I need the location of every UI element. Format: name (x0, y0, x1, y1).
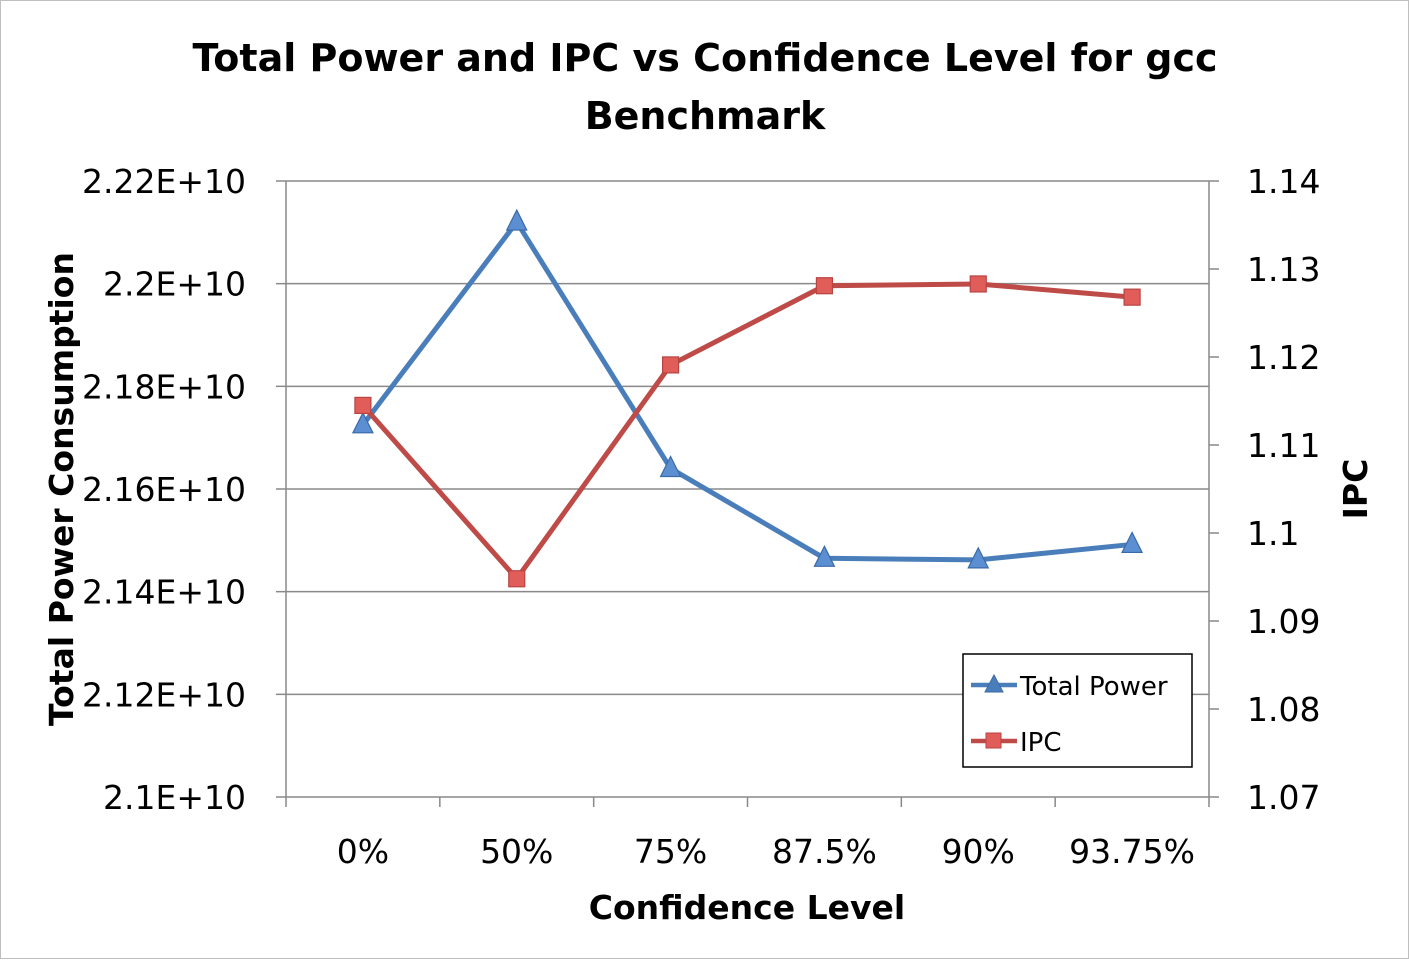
y2-axis-title: IPC (1336, 459, 1375, 520)
y2-tick-label: 1.12 (1247, 338, 1320, 377)
chart-title-line-2: Benchmark (585, 94, 826, 138)
y-tick-label: 2.14E+10 (82, 573, 246, 612)
legend-box (962, 653, 1193, 768)
y2-tick-label: 1.13 (1247, 250, 1320, 289)
legend-label-ipc: IPC (1020, 728, 1062, 758)
series-total-power (351, 208, 1144, 569)
data-point-triangle (659, 455, 682, 478)
chart-title-line-1: Total Power and IPC vs Confidence Level … (192, 36, 1217, 80)
tick-labels: 2.1E+10 2.12E+10 2.14E+10 2.16E+10 2.18E+10 2… (82, 162, 1320, 871)
y-axis-title: Total Power Consumption (42, 252, 81, 726)
data-point-triangle (1121, 531, 1144, 554)
y2-tick-label: 1.09 (1247, 602, 1320, 641)
y2-tick-label: 1.08 (1247, 690, 1320, 729)
legend-marker-square (985, 732, 1002, 749)
series-layer (351, 208, 1144, 588)
data-point-triangle (351, 411, 374, 434)
series-line (361, 281, 1133, 582)
data-point-square (1123, 288, 1141, 306)
data-point-square (661, 356, 680, 374)
x-tick-label: 90% (942, 832, 1015, 871)
data-point-triangle (967, 546, 990, 569)
legend-item-ipc: IPC (971, 728, 1062, 758)
x-tick-label: 93.75% (1069, 832, 1195, 871)
legend-label-total-power: Total Power (1019, 672, 1168, 702)
y-tick-label: 2.18E+10 (82, 367, 246, 406)
y-tick-label: 2.22E+10 (82, 162, 246, 201)
y-tick-label: 2.2E+10 (103, 265, 246, 304)
y-tick-label: 2.12E+10 (82, 675, 246, 714)
x-tick-label: 0% (337, 832, 389, 871)
data-point-square (969, 275, 987, 293)
series-line (360, 219, 1133, 563)
series-ipc (354, 275, 1141, 588)
x-tick-label: 50% (480, 832, 553, 871)
x-tick-label: 87.5% (772, 832, 877, 871)
x-tick-label: 75% (634, 832, 707, 871)
y-tick-label: 2.16E+10 (82, 470, 246, 509)
y2-tick-label: 1.1 (1247, 514, 1299, 553)
data-point-square (815, 277, 834, 295)
legend-marker-triangle (984, 673, 1004, 693)
x-axis-title: Confidence Level (589, 888, 905, 927)
legend: Total Power IPC (962, 653, 1193, 768)
y2-tick-label: 1.14 (1247, 162, 1320, 201)
y2-tick-label: 1.07 (1247, 778, 1320, 817)
data-point-triangle (505, 208, 528, 231)
data-point-square (354, 396, 372, 414)
grid-lines (286, 180, 1209, 696)
legend-item-total-power: Total Power (971, 672, 1168, 702)
data-point-square (508, 570, 526, 588)
axes (276, 180, 1219, 807)
y2-tick-label: 1.11 (1247, 426, 1320, 465)
data-point-triangle (813, 544, 836, 567)
y-tick-label: 2.1E+10 (103, 778, 246, 817)
